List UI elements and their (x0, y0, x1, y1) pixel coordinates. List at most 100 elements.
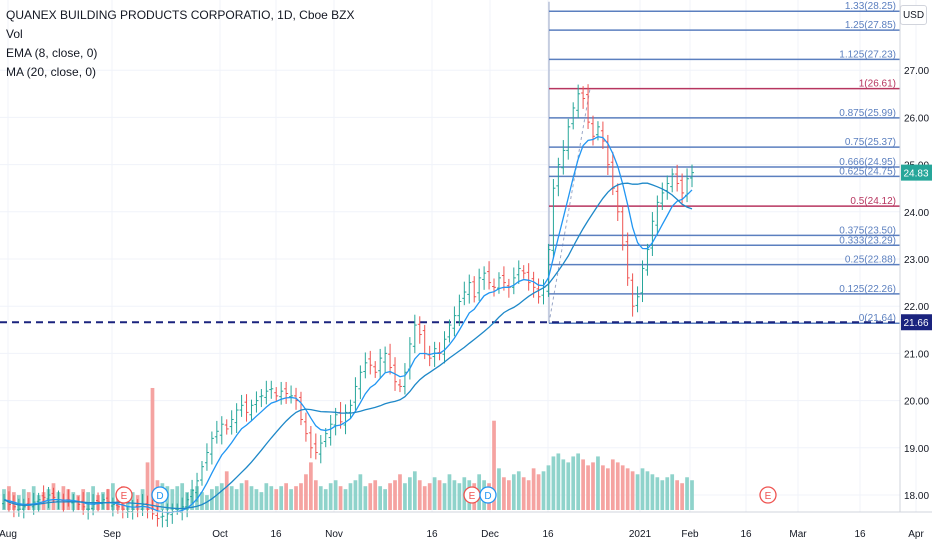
volume-bar (680, 483, 684, 510)
volume-bar (497, 468, 501, 510)
volume-bar (685, 477, 689, 510)
event-marker-circle (151, 486, 169, 504)
volume-bar (442, 483, 447, 510)
volume-bar (526, 480, 531, 510)
volume-bar (244, 480, 249, 510)
volume-bar (383, 489, 387, 510)
volume-bar (457, 483, 462, 510)
fib-level-label: 0.875(25.99) (839, 108, 896, 119)
volume-bar (432, 477, 437, 510)
volume-bar (343, 489, 348, 510)
y-tick-label: 23.00 (904, 255, 929, 266)
x-tick-label: Apr (908, 529, 924, 540)
volume-bar (541, 471, 546, 510)
fib-level-label: 0.75(25.37) (845, 137, 896, 148)
volume-bar (398, 474, 402, 510)
volume-bar (586, 465, 590, 510)
volume-bar (363, 486, 368, 510)
volume-bar (284, 483, 288, 510)
volume-bar (625, 468, 630, 510)
volume-bar (86, 492, 90, 510)
volume-bar (279, 486, 284, 510)
fib-levels[interactable]: 1.33(28.25) 1.25(27.85) 1.125(27.23) 1(26.6… (548, 1, 900, 324)
volume-bar (511, 474, 516, 510)
volume-bar (417, 480, 422, 510)
volume-bar (502, 477, 506, 510)
fib-level-label: 0.625(24.75) (839, 166, 896, 177)
volume-bar (408, 477, 412, 510)
volume-bar (645, 471, 650, 510)
x-tick-label: 16 (854, 529, 866, 540)
volume-bar (294, 486, 298, 510)
x-tick-label: 2021 (629, 529, 652, 540)
volume-bar (437, 480, 442, 510)
volume-bar (610, 459, 615, 510)
volume-bar (630, 471, 635, 510)
volume-bar (313, 480, 318, 510)
volume-bar (492, 420, 496, 510)
volume-bar (328, 483, 333, 510)
volume-bar (318, 486, 323, 510)
dividend-marker-label: D (156, 491, 163, 502)
volume-bar (591, 462, 595, 510)
volume-bar (393, 480, 397, 510)
volume-bar (229, 486, 234, 510)
x-tick-label: 16 (542, 529, 554, 540)
volume-bar (224, 471, 229, 510)
volume-bar (615, 462, 620, 510)
volume-bar (299, 483, 303, 510)
x-tick-label: Mar (789, 529, 807, 540)
volume-bar (214, 486, 219, 510)
volume-bar (348, 483, 353, 510)
indicator-vol[interactable]: Vol (6, 27, 23, 41)
fib-level-label: 0.375(23.50) (839, 225, 896, 236)
volume-bar (249, 486, 254, 510)
event-marker-circle (479, 486, 497, 504)
x-tick-label: Oct (212, 529, 228, 540)
volume-bar (274, 489, 279, 510)
moving-averages (3, 136, 693, 514)
earnings-marker-label: E (765, 491, 772, 502)
y-tick-label: 19.00 (904, 444, 929, 455)
volume-bar (660, 480, 665, 510)
volume-bar (259, 492, 264, 510)
x-tick-label: 16 (426, 529, 438, 540)
currency-button[interactable]: USD (900, 5, 927, 25)
y-tick-label: 20.00 (904, 397, 929, 408)
fib-level-label: 0(21.64) (859, 313, 896, 324)
x-tick-label: Sep (103, 529, 121, 540)
volume-bar (170, 489, 175, 510)
volume-bar (596, 456, 600, 510)
volume-bar (551, 456, 556, 510)
indicator-ma[interactable]: MA (20, close, 0) (6, 65, 97, 79)
volume-bar (175, 486, 180, 510)
current-price-tag (901, 164, 932, 181)
volume-bar (219, 483, 224, 510)
fib-level-label: 1.25(27.85) (845, 20, 896, 31)
volume-bar (650, 474, 655, 510)
volume-bar (368, 483, 373, 510)
fib-level-label: 0.333(23.29) (839, 235, 896, 246)
volume-bar (111, 483, 115, 510)
volume-bar (234, 489, 239, 510)
indicator-ema[interactable]: EMA (8, close, 0) (6, 46, 98, 60)
volume-bar (601, 465, 605, 510)
volume-bars (2, 387, 694, 510)
volume-bar (576, 453, 581, 510)
x-tick-label: 16 (270, 529, 282, 540)
volume-bar (338, 486, 343, 510)
fib-trend-line (548, 88, 591, 324)
y-tick-label: 24.00 (904, 208, 929, 219)
volume-bar (546, 465, 551, 510)
chart-legend: QUANEX BUILDING PRODUCTS CORPORATIO, 1D,… (6, 6, 355, 82)
price-tags: 24.83 21.66 (901, 164, 932, 331)
fib-level-label: 1.33(28.25) (845, 1, 896, 12)
volume-bar (145, 462, 150, 510)
x-tick-label: Dec (481, 529, 499, 540)
symbol-title[interactable]: QUANEX BUILDING PRODUCTS CORPORATIO, 1D,… (6, 8, 355, 22)
volume-bar (180, 483, 185, 510)
volume-bar (373, 480, 378, 510)
